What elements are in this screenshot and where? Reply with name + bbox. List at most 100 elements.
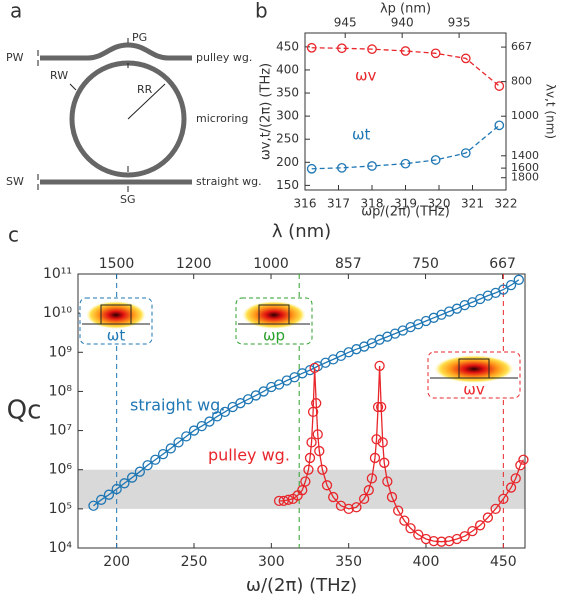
data-point [372,401,384,413]
y-tick-label: 10⁷ [49,423,72,439]
data-point [150,454,161,465]
data-point [420,533,432,545]
data-point [371,434,382,445]
data-point [343,503,354,515]
y-tick-label: 350 [276,86,299,100]
y-tick-label: 150 [276,178,299,192]
x-tick-label: 318 [361,197,384,211]
data-point [400,46,411,56]
data-point [181,431,192,442]
data-point [494,120,505,131]
data-point [518,454,529,465]
y-tick-label: 10⁹ [49,344,73,360]
data-point [119,478,130,489]
data-point [505,279,517,291]
data-point [304,452,316,464]
x2-tick-label: 1000 [253,256,289,272]
data-point [459,531,470,542]
series-label: pulley wg. [208,446,290,465]
panel-label: a [10,0,22,23]
plot-frame [304,32,507,191]
data-point [303,464,314,475]
data-point [204,416,215,427]
x2-tick-label: 945 [334,16,357,30]
pulley-waveguide [40,42,192,61]
data-point [258,386,269,397]
data-point [278,495,289,507]
y2-tick-label: 800 [511,75,532,88]
series-label: ωt [352,126,371,144]
label: SG [120,193,136,206]
x2-axis-label: λp (nm) [380,2,431,17]
x2-tick-label: 940 [391,16,414,30]
y2-tick-label: 1400 [511,149,539,162]
x-axis-label: ωp/(2π) (THz) [361,205,450,220]
y-axis-label: Qc [7,396,42,426]
mode-profile [434,355,514,383]
data-point [474,520,486,531]
series-line [311,47,500,87]
data-point [273,379,285,390]
x-tick-label: 320 [428,197,451,211]
data-point [363,485,374,496]
x-tick-label: 319 [394,197,417,211]
chart: 200 250 300 350 400 450 1500 1200 1000 857 750 667 1… [7,221,529,596]
data-point [413,529,424,540]
data-point [306,437,317,448]
data-point [196,420,207,432]
y-tick-label: 10⁶ [49,462,73,478]
data-point [297,485,308,496]
x-tick-label: 321 [461,197,484,211]
dimension-arrows [37,38,166,192]
data-point [460,148,471,158]
series-label: straight wg. [130,396,225,415]
y-tick-label: 450 [276,39,299,53]
data-point [311,398,322,409]
data-point [436,536,447,547]
data-point [111,483,122,495]
y-tick-label: 10⁴ [49,540,73,556]
data-point [498,493,509,505]
chart: 316 317 318 319 320 321 322 945 940 935 150 200 250 3… [259,2,558,220]
x2-tick-label: 1500 [99,256,135,272]
label: straight wg. [196,175,262,188]
inset-label: ωt [107,327,126,345]
data-point [212,411,223,422]
data-point [374,360,385,372]
x-tick-label: 316 [294,197,317,211]
data-point [367,161,377,171]
data-point [515,460,526,471]
y-tick-label: 250 [276,132,299,146]
data-point [386,491,398,503]
data-point [142,460,153,471]
data-point [351,502,362,513]
data-point [336,43,347,54]
data-point [314,445,325,457]
diagram: PW PG pulley wg. RW RR microring SW stra… [6,31,262,206]
label: RW [50,69,68,82]
label: SW [6,175,24,188]
data-point [405,523,416,534]
x-axis-label: ω/(2π) (THz) [246,575,357,596]
y-tick-label: 300 [276,109,299,123]
y-tick-label: 10⁵ [49,501,72,517]
y-tick-label: 200 [276,155,299,169]
data-point [309,362,320,374]
data-point [266,381,277,393]
data-point [157,448,169,460]
data-point [490,503,501,515]
y2-tick-label: 1000 [511,109,539,122]
shaded-band [78,469,525,509]
x-tick-label: 200 [103,554,130,570]
label: PG [132,31,147,44]
data-point [312,429,323,440]
series-label: ωv [355,67,377,85]
data-point [467,525,478,537]
label: pulley wg. [196,51,252,64]
y-tick-label: 10⁸ [49,383,73,399]
data-point [134,466,146,477]
data-point [96,494,107,505]
label: microring [196,112,248,125]
data-point [513,274,524,285]
data-point [103,489,115,500]
